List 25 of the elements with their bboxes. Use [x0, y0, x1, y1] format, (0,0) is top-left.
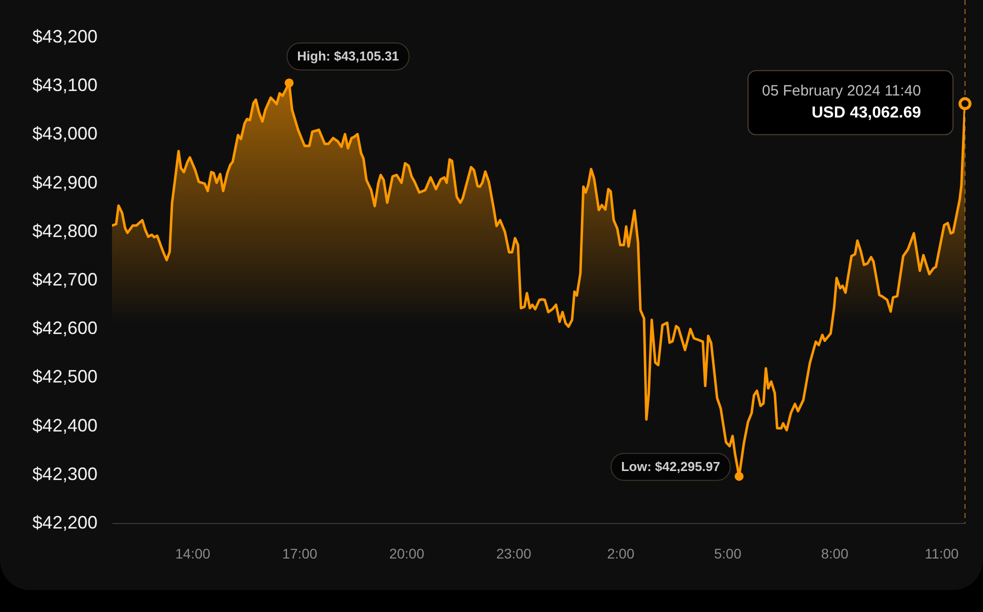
- x-tick-label: 17:00: [282, 546, 318, 562]
- x-tick-label: 5:00: [714, 546, 742, 562]
- y-tick-label: $43,200: [32, 26, 98, 46]
- annotation: 05 February 2024 11:40: [762, 82, 921, 100]
- y-tick-label: $42,900: [32, 172, 98, 192]
- y-tick-label: $42,500: [32, 366, 98, 387]
- y-tick-label: $42,800: [32, 220, 98, 241]
- y-tick-label: $42,700: [32, 269, 98, 290]
- annotation: USD 43,062.69: [812, 104, 922, 122]
- y-tick-label: $42,600: [32, 318, 98, 338]
- x-tick-label: 20:00: [389, 546, 424, 562]
- annotation: High: $43,105.31: [297, 48, 400, 64]
- x-tick-label: 14:00: [175, 546, 210, 562]
- y-tick-label: $42,300: [32, 464, 98, 484]
- y-tick-label: $42,400: [32, 415, 98, 436]
- y-tick-label: $43,000: [32, 124, 98, 144]
- y-tick-label: $42,200: [32, 512, 98, 532]
- y-tick-label: $43,100: [32, 75, 98, 96]
- x-tick-label: 23:00: [496, 546, 532, 562]
- x-tick-label: 8:00: [821, 546, 849, 562]
- point: [734, 472, 744, 481]
- x-tick-label: 11:00: [924, 546, 959, 562]
- x-tick-label: 2:00: [607, 546, 635, 562]
- annotation: Low: $42,295.97: [621, 458, 720, 474]
- point: [284, 78, 294, 88]
